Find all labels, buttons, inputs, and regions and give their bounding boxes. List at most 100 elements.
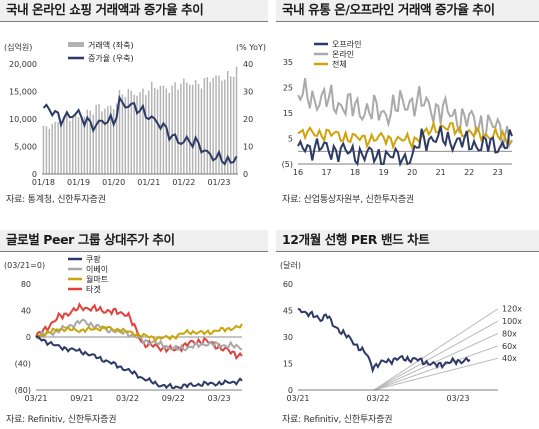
bar [48, 128, 51, 174]
bar [45, 126, 48, 174]
y-tick-label: 10,000 [9, 115, 37, 124]
series-line [35, 335, 243, 390]
bar [186, 82, 188, 174]
legend-label: 온라인 [332, 49, 354, 59]
y-tick-label: (5) [282, 160, 293, 169]
per-band-label: 60x [502, 342, 517, 351]
bar [101, 111, 103, 174]
bar [136, 95, 138, 174]
y-tick-label: 40 [243, 60, 253, 69]
x-tick-label: 22 [464, 168, 474, 177]
bar [139, 92, 141, 174]
y-tick-label: 15 [283, 109, 293, 118]
bar [72, 117, 74, 174]
y-tick-label: 0 [32, 170, 37, 179]
panel-per-band: 12개월 선행 PER 밴드 차트 (달러) 0 15 30 45 60 120x 100x 8… [276, 230, 539, 429]
chart-source: 자료: 통계청, 신한투자증권 [6, 195, 106, 205]
per-band-line [373, 320, 499, 391]
growth-line [42, 94, 238, 166]
x-tick-label: 03/23 [208, 394, 231, 403]
right-axis-unit: (% YoY) [236, 43, 266, 52]
series-line [297, 77, 513, 149]
x-tick-label: 21 [436, 168, 446, 177]
x-tick-label: 03/21 [286, 394, 309, 403]
left-axis-unit: (달러) [280, 261, 301, 270]
bar [232, 76, 235, 174]
bar [54, 121, 56, 174]
y-tick-label: 15,000 [9, 88, 37, 97]
y-tick-label: (40) [15, 360, 31, 369]
panel-retail-growth: 국내 유통 온/오프라인 거래액 증가율 추이 (5) 5 15 25 35 16 17 18… [276, 0, 539, 214]
bar [171, 85, 173, 174]
x-tick-label: 18 [350, 168, 360, 177]
x-tick-label: 09/21 [70, 394, 93, 403]
bar [57, 121, 59, 174]
panel-title: 국내 유통 온/오프라인 거래액 증가율 추이 [276, 0, 539, 22]
bar [42, 125, 45, 174]
x-tick-label: 01/23 [207, 178, 230, 187]
bar [115, 103, 118, 174]
y-tick-label: 20 [243, 115, 253, 124]
per-band-line [373, 333, 499, 391]
bar [215, 75, 217, 174]
per-band-label: 40x [502, 354, 517, 363]
series-line [35, 323, 243, 343]
bar [218, 75, 220, 174]
left-axis-unit: (03/21=0) [4, 261, 45, 270]
bar [227, 71, 229, 174]
bar [162, 85, 165, 174]
x-tick-label: 01/22 [172, 178, 195, 187]
bar [148, 90, 150, 174]
bar [153, 87, 156, 174]
per-band-line [373, 308, 499, 391]
bar [230, 76, 232, 174]
bar [104, 108, 106, 174]
bar [112, 109, 115, 174]
legend-label: 전체 [332, 59, 347, 69]
y-tick-label: 15 [283, 360, 293, 369]
x-tick-label: 01/20 [102, 178, 125, 187]
x-tick-label: 01/21 [137, 178, 160, 187]
y-tick-label: 45 [283, 307, 293, 316]
bar [60, 124, 62, 174]
bar [130, 90, 132, 174]
bar [89, 110, 91, 174]
y-tick-label: 60 [283, 280, 293, 289]
series-line [297, 126, 513, 168]
bar [224, 79, 226, 174]
bar [69, 120, 71, 174]
bar [110, 105, 112, 174]
bar [206, 77, 209, 174]
y-tick-label: 0 [243, 170, 248, 179]
bar [177, 89, 179, 174]
bar [191, 84, 194, 174]
legend-label: 이베이 [86, 264, 108, 274]
x-tick-label: 19 [379, 168, 389, 177]
y-tick-label: (80) [15, 386, 31, 395]
legend-label: 증가율 (우축) [88, 54, 134, 63]
bar [121, 94, 124, 174]
bar [180, 83, 182, 174]
bar [63, 116, 65, 174]
y-tick-label: 0 [288, 386, 293, 395]
bar [156, 89, 159, 174]
x-tick-label: 20 [407, 168, 417, 177]
bar [92, 114, 94, 174]
online-shopping-chart: (십억원) (% YoY) 0 5,000 10,000 15,000 20,000 0 10 2… [4, 40, 266, 187]
x-tick-label: 17 [321, 168, 331, 177]
bar [95, 104, 97, 174]
chart-source: 자료: 산업통상자원부, 신한투자증권 [282, 195, 415, 205]
x-tick-label: 03/21 [24, 394, 47, 403]
panel-title: 국내 온라인 쇼핑 거래액과 증가율 추이 [0, 0, 268, 22]
x-tick-label: 23 [493, 168, 503, 177]
per-band-label: 100x [502, 317, 522, 326]
x-tick-label: 16 [293, 168, 303, 177]
panel-title: 12개월 선행 PER 밴드 차트 [276, 230, 539, 252]
series-line [35, 318, 243, 352]
chart-source: 자료: Refinitiv, 신한투자증권 [6, 415, 117, 425]
bar [212, 77, 214, 174]
per-band-line [373, 357, 499, 391]
peer-relative-chart: (03/21=0) (80) (40) 0 40 80 03/21 09/21 03/22 09/… [4, 254, 243, 403]
y-tick-label: 40 [21, 307, 31, 316]
